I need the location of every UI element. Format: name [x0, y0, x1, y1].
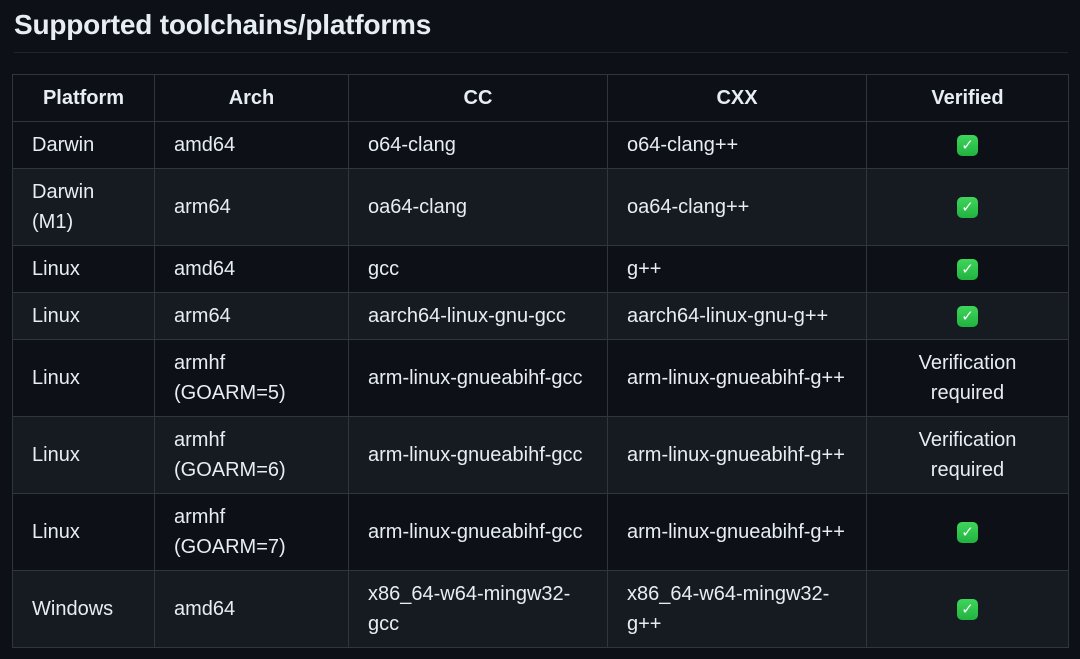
table-row: Linux armhf (GOARM=6) arm-linux-gnueabihf-… — [12, 416, 1069, 494]
cell-cc: x86_64-w64-mingw32-gcc — [348, 570, 608, 648]
cell-cc: aarch64-linux-gnu-gcc — [348, 292, 608, 340]
cell-platform: Windows — [12, 570, 155, 648]
cell-arch: arm64 — [154, 292, 349, 340]
cell-cxx: x86_64-w64-mingw32-g++ — [607, 570, 867, 648]
cell-verified: ✓ — [866, 493, 1069, 571]
cell-verified: ✓ — [866, 168, 1069, 246]
column-header-platform: Platform — [12, 74, 155, 122]
table-row: Linux arm64 aarch64-linux-gnu-gcc aarch64-l… — [12, 292, 1069, 340]
table-row: Windows amd64 x86_64-w64-mingw32-gcc x86_64… — [12, 570, 1069, 648]
cell-platform: Darwin — [12, 121, 155, 169]
cell-cc: arm-linux-gnueabihf-gcc — [348, 416, 608, 494]
table-row: Linux amd64 gcc g++ ✓ — [12, 245, 1069, 293]
cell-cc: arm-linux-gnueabihf-gcc — [348, 493, 608, 571]
cell-cxx: aarch64-linux-gnu-g++ — [607, 292, 867, 340]
cell-arch: armhf (GOARM=5) — [154, 339, 349, 417]
verified-check-icon: ✓ — [957, 522, 978, 544]
cell-cc: gcc — [348, 245, 608, 293]
cell-cxx: arm-linux-gnueabihf-g++ — [607, 493, 867, 571]
cell-platform: Linux — [12, 339, 155, 417]
table-row: Linux armhf (GOARM=7) arm-linux-gnueabihf-… — [12, 493, 1069, 571]
toolchains-table: Platform Arch CC CXX Verified Darwin amd6… — [12, 74, 1069, 648]
cell-verified: ✓ — [866, 121, 1069, 169]
cell-verified: ✓ — [866, 245, 1069, 293]
column-header-cxx: CXX — [607, 74, 867, 122]
cell-arch: arm64 — [154, 168, 349, 246]
cell-cc: o64-clang — [348, 121, 608, 169]
cell-platform: Linux — [12, 416, 155, 494]
verified-check-icon: ✓ — [957, 599, 978, 621]
table-row: Darwin amd64 o64-clang o64-clang++ ✓ — [12, 121, 1069, 169]
cell-verified: Verification required — [866, 339, 1069, 417]
cell-platform: Linux — [12, 245, 155, 293]
cell-arch: amd64 — [154, 121, 349, 169]
cell-platform: Darwin (M1) — [12, 168, 155, 246]
column-header-arch: Arch — [154, 74, 349, 122]
verified-check-icon: ✓ — [957, 135, 978, 157]
cell-arch: amd64 — [154, 570, 349, 648]
column-header-verified: Verified — [866, 74, 1069, 122]
cell-platform: Linux — [12, 292, 155, 340]
cell-verified: Verification required — [866, 416, 1069, 494]
page-title: Supported toolchains/platforms — [14, 0, 1068, 53]
cell-cxx: o64-clang++ — [607, 121, 867, 169]
cell-platform: Linux — [12, 493, 155, 571]
cell-cxx: arm-linux-gnueabihf-g++ — [607, 339, 867, 417]
cell-verified: ✓ — [866, 292, 1069, 340]
cell-cc: oa64-clang — [348, 168, 608, 246]
cell-verified: ✓ — [866, 570, 1069, 648]
cell-cxx: g++ — [607, 245, 867, 293]
table-row: Darwin (M1) arm64 oa64-clang oa64-clang++ ✓ — [12, 168, 1069, 246]
table-body: Darwin amd64 o64-clang o64-clang++ ✓ Darwin (… — [12, 121, 1069, 648]
cell-arch: amd64 — [154, 245, 349, 293]
table-row: Linux armhf (GOARM=5) arm-linux-gnueabihf-… — [12, 339, 1069, 417]
verified-check-icon: ✓ — [957, 306, 978, 328]
cell-arch: armhf (GOARM=6) — [154, 416, 349, 494]
verified-check-icon: ✓ — [957, 197, 978, 219]
cell-cc: arm-linux-gnueabihf-gcc — [348, 339, 608, 417]
cell-arch: armhf (GOARM=7) — [154, 493, 349, 571]
cell-cxx: arm-linux-gnueabihf-g++ — [607, 416, 867, 494]
verified-check-icon: ✓ — [957, 259, 978, 281]
column-header-cc: CC — [348, 74, 608, 122]
cell-cxx: oa64-clang++ — [607, 168, 867, 246]
table-header-row: Platform Arch CC CXX Verified — [12, 74, 1069, 122]
